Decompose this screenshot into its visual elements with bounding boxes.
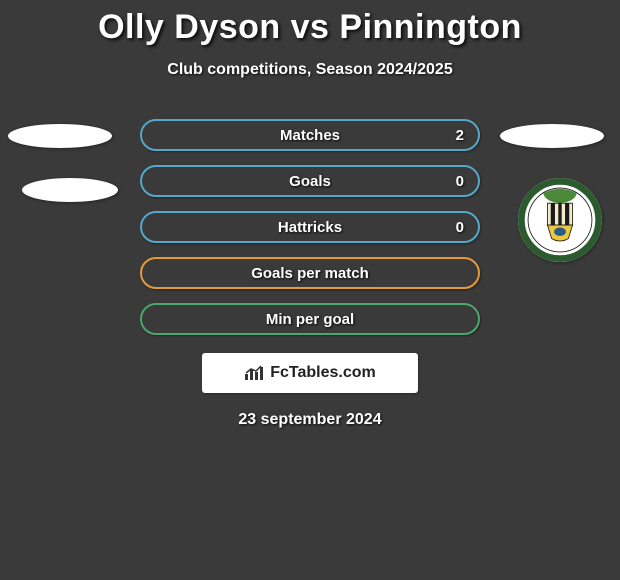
brand-badge: FcTables.com [202, 353, 418, 393]
stat-value-right: 2 [456, 127, 464, 144]
stat-label: Goals [289, 173, 331, 190]
stat-label: Goals per match [251, 265, 369, 282]
stat-label: Hattricks [278, 219, 342, 236]
stat-label: Min per goal [266, 311, 354, 328]
page-title: Olly Dyson vs Pinnington [0, 0, 620, 47]
stat-value-right: 0 [456, 219, 464, 236]
brand-text: FcTables.com [270, 364, 376, 382]
stat-bar: Matches 2 [140, 119, 480, 151]
stat-bar: Hattricks 0 [140, 211, 480, 243]
stat-bar: Goals 0 [140, 165, 480, 197]
stat-label: Matches [280, 127, 340, 144]
subtitle: Club competitions, Season 2024/2025 [0, 61, 620, 79]
stat-value-right: 0 [456, 173, 464, 190]
date-text: 23 september 2024 [0, 411, 620, 429]
club-crest: SOLIHULL MOORS FC [518, 178, 602, 262]
stat-bar: Min per goal [140, 303, 480, 335]
stat-bar: Goals per match [140, 257, 480, 289]
player-slot-left-1 [8, 124, 112, 148]
player-slot-left-2 [22, 178, 118, 202]
player-slot-right-1 [500, 124, 604, 148]
crest-svg: SOLIHULL MOORS FC [518, 178, 602, 262]
brand-chart-icon [244, 364, 266, 382]
